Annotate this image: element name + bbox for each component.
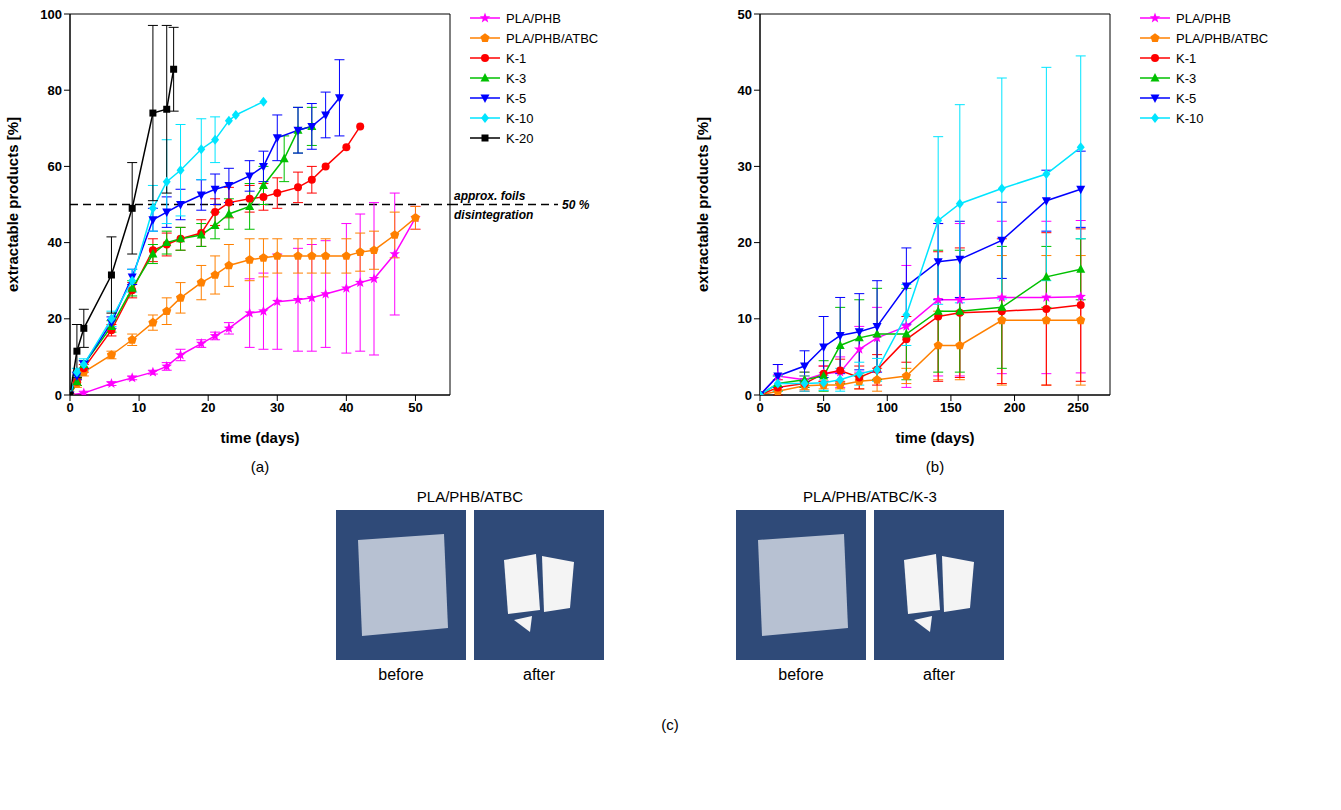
svg-text:200: 200 <box>1004 400 1026 415</box>
html-text:after: after <box>523 666 555 683</box>
svg-text:approx. foils: approx. foils <box>454 189 526 203</box>
svg-text:0: 0 <box>745 388 752 403</box>
html-text:PLA/PHB: PLA/PHB <box>1176 10 1231 26</box>
svg-text:150: 150 <box>940 400 962 415</box>
html-text:PLA/PHB/ATBC: PLA/PHB/ATBC <box>416 488 524 505</box>
html-text:K-3: K-3 <box>506 70 527 86</box>
html-text:PLA/PHB/ATBC/K-3: PLA/PHB/ATBC/K-3 <box>803 488 937 505</box>
html-text:K-10: K-10 <box>1176 110 1204 126</box>
svg-text:250: 250 <box>1067 400 1089 415</box>
svg-text:time (days): time (days) <box>895 429 974 446</box>
html-text:K-5: K-5 <box>506 90 527 106</box>
html-text:K-1: K-1 <box>1176 50 1197 66</box>
html-text:K-5: K-5 <box>1176 90 1197 106</box>
svg-text:50: 50 <box>738 7 752 22</box>
html-text:PLA/PHB/ATBC: PLA/PHB/ATBC <box>506 30 599 46</box>
svg-text:50: 50 <box>408 400 422 415</box>
svg-text:extractable products [%]: extractable products [%] <box>4 117 21 292</box>
html-text:(a): (a) <box>250 458 270 475</box>
svg-text:50: 50 <box>816 400 830 415</box>
html-text:K-10: K-10 <box>506 110 534 126</box>
svg-text:40: 40 <box>339 400 353 415</box>
html-text:K-20: K-20 <box>506 130 534 146</box>
svg-text:100: 100 <box>876 400 898 415</box>
svg-text:0: 0 <box>756 400 763 415</box>
html-text:before: before <box>778 666 824 683</box>
svg-text:20: 20 <box>738 235 752 250</box>
html-text:before: before <box>378 666 424 683</box>
svg-text:40: 40 <box>48 235 62 250</box>
html-text:K-1: K-1 <box>506 50 527 66</box>
html-text:K-3: K-3 <box>1176 70 1197 86</box>
svg-text:100: 100 <box>40 7 62 22</box>
html-text:PLA/PHB/ATBC: PLA/PHB/ATBC <box>1176 30 1269 46</box>
svg-text:0: 0 <box>55 388 62 403</box>
svg-text:20: 20 <box>201 400 215 415</box>
svg-text:30: 30 <box>270 400 284 415</box>
html-text:after: after <box>923 666 955 683</box>
svg-text:extractable products [%]: extractable products [%] <box>694 117 711 292</box>
svg-text:time (days): time (days) <box>220 429 299 446</box>
svg-text:60: 60 <box>48 159 62 174</box>
html-text:(b): (b) <box>925 458 945 475</box>
svg-text:20: 20 <box>48 311 62 326</box>
svg-text:10: 10 <box>738 311 752 326</box>
svg-text:50 %: 50 % <box>562 198 590 212</box>
svg-text:0: 0 <box>66 400 73 415</box>
svg-text:40: 40 <box>738 83 752 98</box>
svg-text:10: 10 <box>132 400 146 415</box>
svg-text:disintegration: disintegration <box>454 208 533 222</box>
svg-text:30: 30 <box>738 159 752 174</box>
html-text:(c): (c) <box>661 716 679 733</box>
svg-text:80: 80 <box>48 83 62 98</box>
html-text:PLA/PHB: PLA/PHB <box>506 10 561 26</box>
